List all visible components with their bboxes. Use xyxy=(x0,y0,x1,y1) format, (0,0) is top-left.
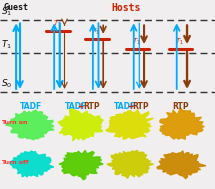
Text: $S_1$: $S_1$ xyxy=(1,6,12,18)
Polygon shape xyxy=(160,108,204,139)
Text: RTP: RTP xyxy=(172,102,189,111)
Text: $T_1$: $T_1$ xyxy=(52,19,61,29)
Polygon shape xyxy=(58,109,103,141)
Polygon shape xyxy=(59,150,103,180)
Polygon shape xyxy=(157,151,206,179)
Text: +: + xyxy=(127,102,133,111)
Text: Turn off: Turn off xyxy=(1,160,29,165)
Text: TADF: TADF xyxy=(114,102,136,111)
Polygon shape xyxy=(6,110,54,140)
Text: RTP: RTP xyxy=(83,102,99,111)
Text: TADF: TADF xyxy=(64,102,87,111)
Polygon shape xyxy=(106,110,154,139)
Text: Hosts: Hosts xyxy=(111,3,140,13)
Text: $T_1$: $T_1$ xyxy=(132,37,141,47)
Text: $T_1$: $T_1$ xyxy=(1,39,12,51)
Text: TADF: TADF xyxy=(20,102,42,111)
Text: $T_1$: $T_1$ xyxy=(91,27,100,37)
Polygon shape xyxy=(10,151,54,177)
Text: $S_0$: $S_0$ xyxy=(1,77,12,90)
Text: Turn on: Turn on xyxy=(1,120,28,125)
Text: $T_1$: $T_1$ xyxy=(175,37,184,47)
Text: Guest: Guest xyxy=(4,3,29,12)
Text: RTP: RTP xyxy=(132,102,149,111)
Polygon shape xyxy=(107,150,154,178)
Text: +: + xyxy=(77,102,84,111)
